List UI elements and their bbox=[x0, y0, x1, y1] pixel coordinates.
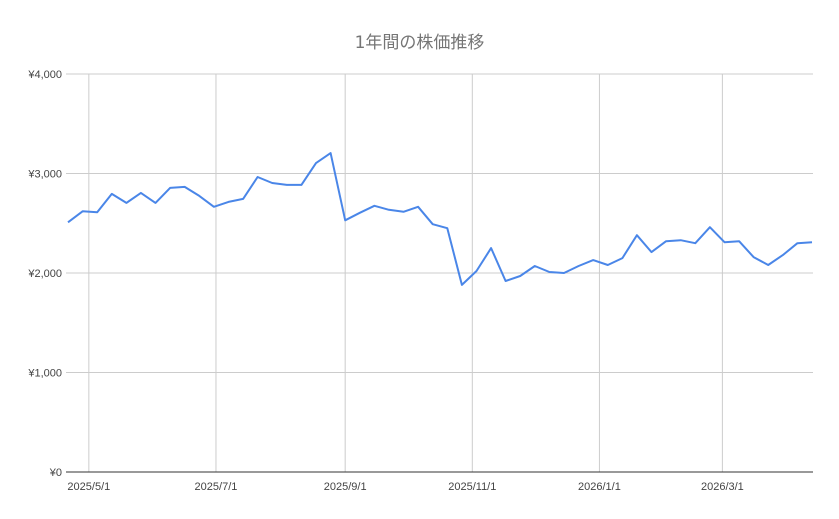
x-tick-label: 2025/11/1 bbox=[448, 481, 496, 493]
series-line bbox=[67, 152, 813, 286]
y-tick-label: ¥2,000 bbox=[27, 268, 62, 280]
x-tick-label: 2026/1/1 bbox=[578, 481, 621, 493]
y-tick-label: ¥4,000 bbox=[27, 69, 62, 81]
x-tick-label: 2025/7/1 bbox=[195, 481, 238, 493]
x-tick-label: 2025/9/1 bbox=[324, 481, 367, 493]
chart-title: 1年間の株価推移 bbox=[354, 33, 485, 53]
y-tick-label: ¥1,000 bbox=[27, 368, 62, 380]
y-tick-label: ¥3,000 bbox=[27, 169, 62, 181]
x-tick-label: 2026/3/1 bbox=[701, 481, 744, 493]
y-tick-label: ¥0 bbox=[49, 467, 62, 479]
x-tick-label: 2025/5/1 bbox=[67, 481, 110, 493]
